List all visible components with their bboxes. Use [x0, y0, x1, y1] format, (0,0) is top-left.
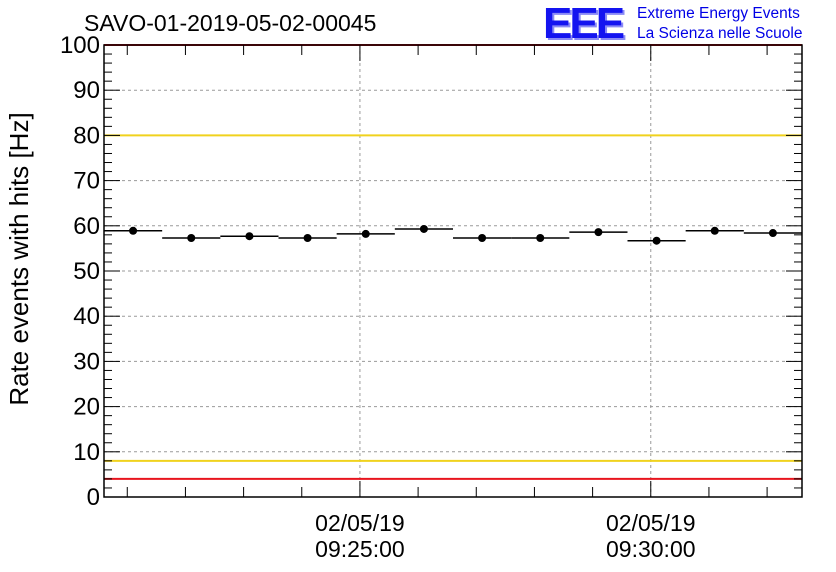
data-point — [652, 236, 661, 245]
y-tick-label: 60 — [73, 213, 100, 240]
eee-logo-text: Extreme Energy Events La Scienza nelle S… — [637, 4, 802, 44]
x-tick-time-label: 09:30:00 — [606, 536, 696, 562]
data-point — [768, 229, 777, 238]
y-tick-label: 50 — [73, 258, 100, 285]
data-point — [594, 228, 603, 237]
data-point — [361, 229, 370, 238]
x-tick-date-label: 02/05/19 — [606, 510, 696, 536]
chart-title: SAVO-01-2019-05-02-00045 — [84, 10, 377, 36]
data-point — [710, 226, 719, 235]
y-tick-label: 0 — [87, 484, 100, 511]
eee-logo-mark: EEE — [543, 0, 625, 48]
data-point — [187, 234, 196, 243]
data-point — [419, 224, 428, 233]
logo-line-1: Extreme Energy Events — [637, 5, 800, 22]
logo-line-2: La Scienza nelle Scuole — [637, 25, 803, 42]
y-axis-label: Rate events with hits [Hz] — [4, 112, 34, 405]
data-point — [129, 226, 138, 235]
y-tick-label: 80 — [73, 122, 100, 149]
y-tick-label: 100 — [60, 32, 100, 59]
x-tick-time-label: 09:25:00 — [315, 536, 405, 562]
y-tick-label: 70 — [73, 168, 100, 195]
x-tick-date-label: 02/05/19 — [315, 510, 405, 536]
data-point — [245, 232, 254, 241]
y-tick-label: 20 — [73, 394, 100, 421]
y-tick-label: 90 — [73, 77, 100, 104]
data-point — [478, 234, 487, 243]
y-tick-label: 40 — [73, 303, 100, 330]
data-point — [536, 234, 545, 243]
data-point — [303, 234, 312, 243]
y-tick-label: 10 — [73, 439, 100, 466]
y-tick-label: 30 — [73, 348, 100, 375]
